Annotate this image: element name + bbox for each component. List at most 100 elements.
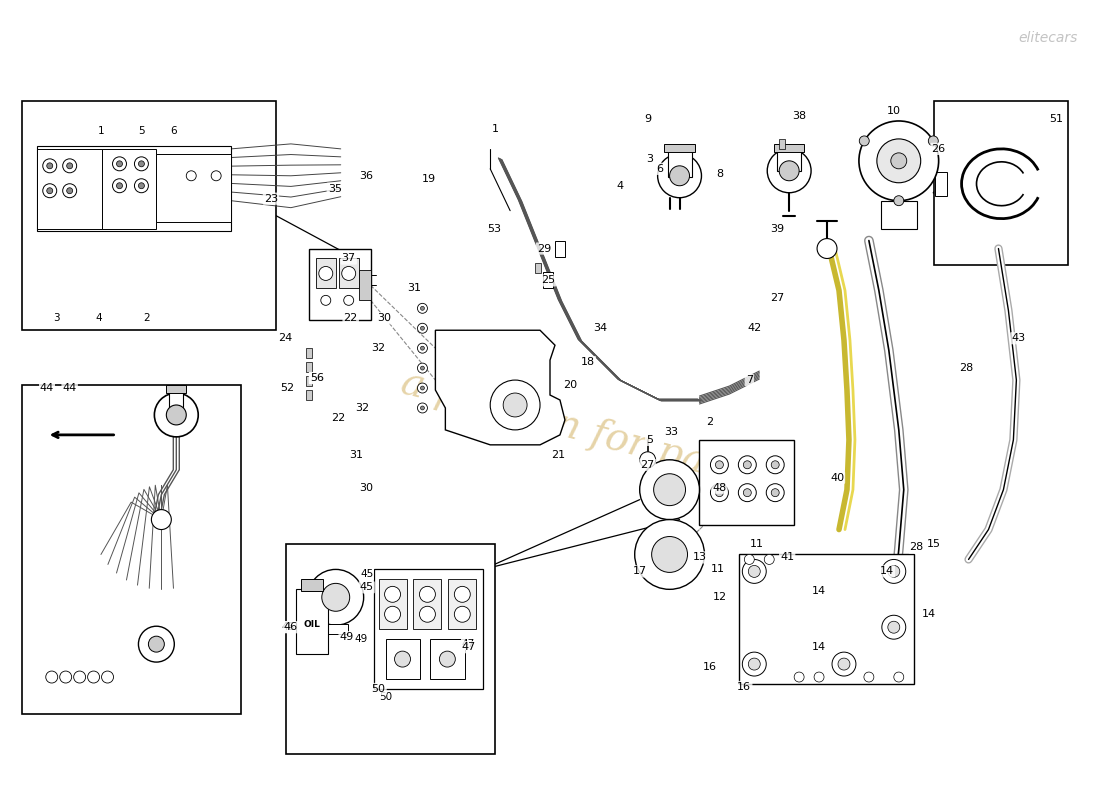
Text: 50: 50 [379,692,392,702]
Text: 14: 14 [880,566,894,577]
Text: OIL: OIL [304,620,320,629]
Circle shape [319,266,333,281]
Circle shape [439,651,455,667]
Bar [935,172,947,196]
Circle shape [63,184,77,198]
Circle shape [74,671,86,683]
Bar [306,362,311,372]
Bar [414,579,441,630]
Text: 11: 11 [711,565,725,574]
Circle shape [715,461,724,469]
Text: 14: 14 [812,642,826,652]
Bar [309,249,371,320]
Circle shape [134,157,148,170]
Bar [556,241,565,257]
Bar [339,258,359,288]
Text: 45: 45 [360,582,374,592]
Circle shape [63,159,77,173]
Text: 18: 18 [581,357,595,367]
Circle shape [635,519,704,590]
Circle shape [154,393,198,437]
Bar [166,385,186,393]
Circle shape [640,460,700,519]
Text: 5: 5 [646,435,653,445]
Circle shape [419,606,436,622]
Text: 32: 32 [372,343,386,353]
Text: 38: 38 [792,111,806,121]
Circle shape [47,188,53,194]
Circle shape [794,672,804,682]
Text: 39: 39 [770,223,784,234]
Text: 31: 31 [350,450,364,460]
Bar [359,270,371,300]
Bar [778,149,801,170]
Circle shape [817,238,837,258]
Circle shape [418,323,428,334]
Text: 34: 34 [593,323,607,334]
Circle shape [864,672,873,682]
Bar [296,590,328,654]
Circle shape [420,406,425,410]
Text: 41: 41 [780,553,794,562]
Circle shape [321,295,331,306]
Text: 27: 27 [770,294,784,303]
Text: 10: 10 [887,106,901,116]
Circle shape [418,343,428,353]
Circle shape [882,615,905,639]
Circle shape [47,163,53,169]
Text: 4: 4 [96,314,102,323]
Text: 52: 52 [279,383,294,393]
Text: 16: 16 [737,682,751,692]
Bar [306,390,311,400]
Bar [668,149,692,177]
Text: 33: 33 [664,427,679,437]
Text: 21: 21 [551,450,565,460]
Bar [779,139,785,149]
Circle shape [59,671,72,683]
Circle shape [814,672,824,682]
Circle shape [891,153,906,169]
Text: 44: 44 [40,383,54,393]
Circle shape [744,461,751,469]
Text: 6: 6 [170,126,177,136]
Circle shape [838,658,850,670]
Bar [774,144,804,152]
Circle shape [134,178,148,193]
Text: 23: 23 [264,194,278,204]
Text: 56: 56 [310,373,323,383]
Text: 42: 42 [747,323,761,334]
Bar [286,545,495,754]
Circle shape [420,306,425,310]
Bar [449,579,476,630]
Text: 45: 45 [360,570,373,579]
Text: 22: 22 [331,413,345,423]
Text: 47: 47 [462,639,475,649]
Bar [881,201,916,229]
Circle shape [308,570,364,626]
Circle shape [43,184,57,198]
Text: 44: 44 [63,383,77,393]
Bar [374,570,483,689]
Text: 28: 28 [910,542,924,553]
Circle shape [418,383,428,393]
Bar [301,579,322,591]
Circle shape [67,188,73,194]
Text: 47: 47 [461,642,475,652]
Text: 2: 2 [706,417,713,427]
Text: 1: 1 [492,124,498,134]
Circle shape [764,554,774,565]
Circle shape [101,671,113,683]
Text: 5: 5 [139,126,145,136]
Text: 1: 1 [98,126,104,136]
Text: 19: 19 [421,174,436,184]
Circle shape [859,136,869,146]
Text: 8: 8 [716,169,723,178]
Circle shape [88,671,100,683]
Text: 35: 35 [328,184,342,194]
Circle shape [43,159,57,173]
Circle shape [418,303,428,314]
Circle shape [139,626,174,662]
Circle shape [420,386,425,390]
Text: elitecars: elitecars [1019,31,1078,46]
Text: 16: 16 [703,662,716,672]
